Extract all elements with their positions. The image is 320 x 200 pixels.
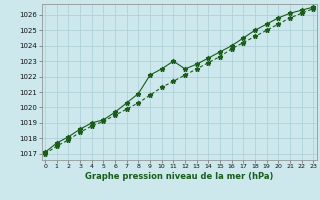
X-axis label: Graphe pression niveau de la mer (hPa): Graphe pression niveau de la mer (hPa)	[85, 172, 273, 181]
